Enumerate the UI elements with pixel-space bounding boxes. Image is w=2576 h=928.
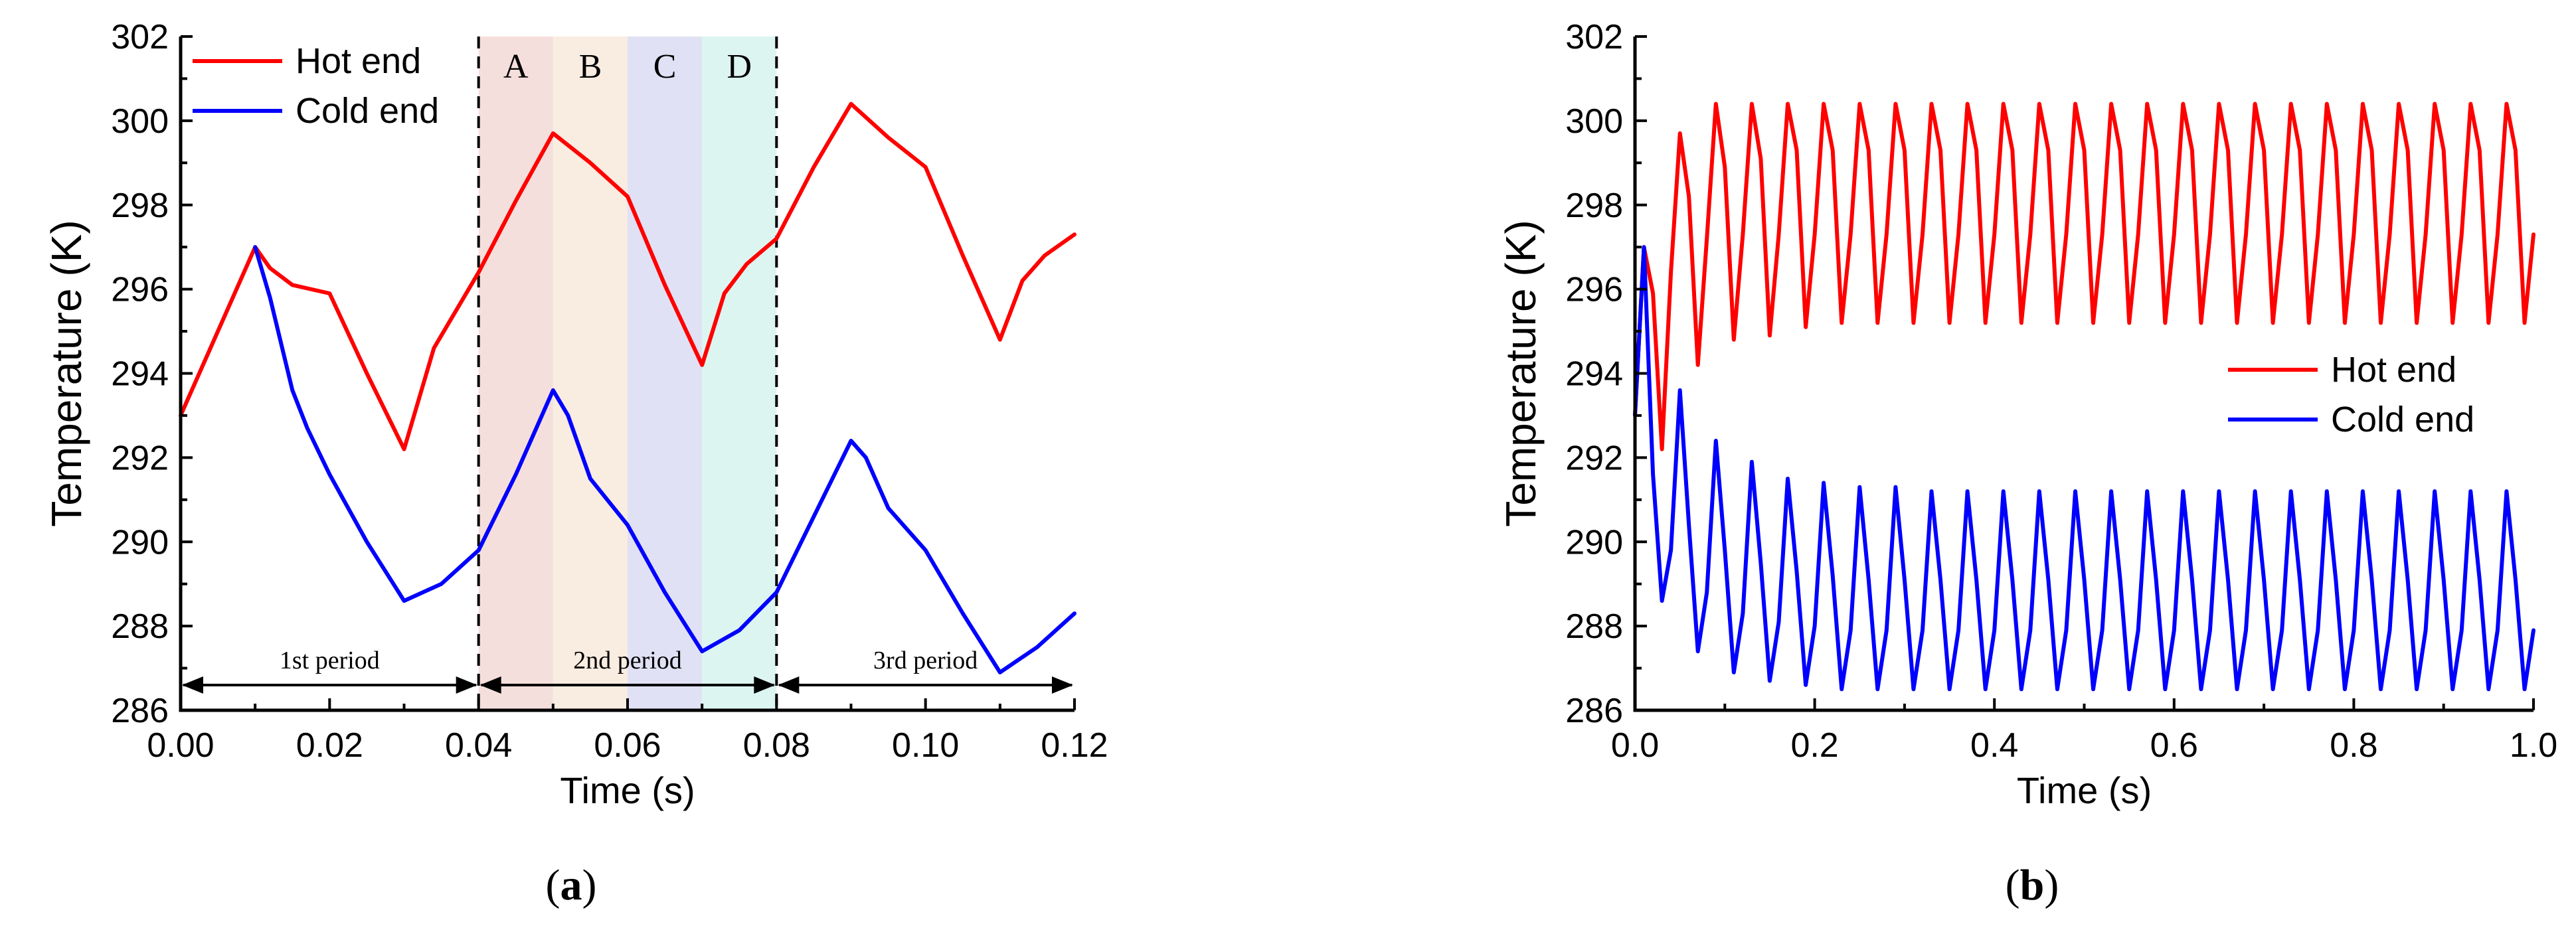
series-line-hot-end — [179, 102, 1076, 451]
legend-label: Hot end — [2331, 350, 2456, 390]
arrowhead-right-icon — [1052, 676, 1073, 694]
phase-band-b — [553, 37, 628, 710]
x-tick-label: 0.00 — [147, 726, 214, 765]
y-tick-label: 288 — [1565, 607, 1623, 646]
x-tick-label: 0.08 — [743, 726, 810, 765]
y-tick-label: 296 — [111, 271, 169, 309]
y-tick-label: 290 — [111, 523, 169, 562]
series-line-hot-end — [1633, 102, 2535, 451]
legend-label: Cold end — [2331, 400, 2474, 439]
arrowhead-left-icon — [479, 676, 501, 694]
y-tick-label: 288 — [111, 607, 169, 646]
phase-band-a — [478, 37, 553, 710]
x-tick-label: 0.12 — [1041, 726, 1108, 765]
y-axis-title: Temperature (K) — [1497, 220, 1545, 526]
x-axis-title: Time (s) — [560, 769, 695, 811]
period-label: 2nd period — [573, 647, 682, 674]
y-tick-label: 300 — [111, 102, 169, 141]
x-tick-label: 0.04 — [445, 726, 512, 765]
y-tick-label: 296 — [1565, 271, 1623, 309]
legend-label: Cold end — [296, 91, 439, 131]
x-tick-label: 0.2 — [1790, 726, 1838, 765]
x-tick-label: 0.10 — [892, 726, 959, 765]
panel-a: A B C D 1st period 2nd period 3rd period 286 288… — [43, 18, 1108, 909]
x-tick-label: 0.6 — [2150, 726, 2198, 765]
y-tick-label: 290 — [1565, 523, 1623, 562]
phase-label-c: C — [653, 48, 677, 86]
x-tick-label: 0.8 — [2330, 726, 2377, 765]
x-tick-label: 0.02 — [296, 726, 363, 765]
x-tick-label: 1.0 — [2510, 726, 2557, 765]
phase-label-a: A — [503, 48, 529, 86]
series-line-cold-end — [1633, 245, 2535, 692]
legend-label: Hot end — [296, 41, 421, 81]
phase-band-c — [628, 37, 703, 710]
arrowhead-left-icon — [778, 676, 800, 694]
arrowhead-left-icon — [182, 676, 203, 694]
panel-caption: (b) — [2006, 861, 2059, 909]
y-tick-label: 302 — [111, 18, 169, 56]
y-tick-label: 294 — [1565, 355, 1623, 394]
phase-label-b: B — [579, 48, 602, 86]
phase-band-d — [702, 37, 777, 710]
y-tick-label: 286 — [1565, 692, 1623, 730]
series-line-cold-end — [253, 245, 1076, 674]
y-tick-label: 292 — [111, 439, 169, 477]
panel-caption: (a) — [546, 861, 597, 909]
arrowhead-right-icon — [754, 676, 776, 694]
y-tick-label: 298 — [1565, 187, 1623, 225]
y-tick-label: 298 — [111, 187, 169, 225]
period-label: 1st period — [280, 647, 380, 674]
x-tick-label: 0.4 — [1970, 726, 2018, 765]
x-tick-label: 0.0 — [1611, 726, 1659, 765]
period-label: 3rd period — [873, 647, 978, 674]
y-axis-title: Temperature (K) — [43, 220, 90, 526]
arrowhead-right-icon — [456, 676, 477, 694]
x-tick-label: 0.06 — [594, 726, 661, 765]
y-tick-label: 286 — [111, 692, 169, 730]
y-tick-label: 294 — [111, 355, 169, 394]
y-tick-label: 292 — [1565, 439, 1623, 477]
y-tick-label: 302 — [1565, 18, 1623, 56]
y-tick-label: 300 — [1565, 102, 1623, 141]
x-axis-title: Time (s) — [2017, 769, 2152, 811]
phase-label-d: D — [727, 48, 752, 86]
panel-b: 286 288 290 292 294 296 298 300 302 0.0 0.2 0.4 0.6 0… — [1497, 18, 2557, 909]
